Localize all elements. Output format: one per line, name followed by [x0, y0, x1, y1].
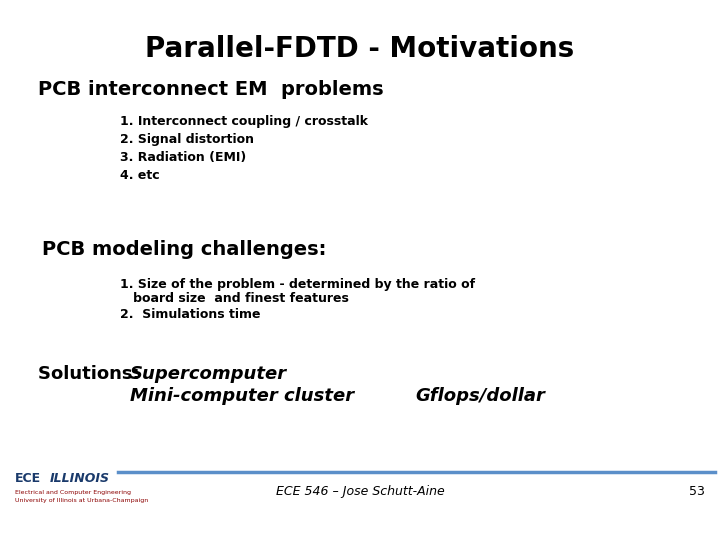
Text: Solutions:: Solutions: [38, 365, 146, 383]
Text: 3. Radiation (EMI): 3. Radiation (EMI) [120, 151, 246, 164]
Text: 53: 53 [689, 485, 705, 498]
Text: 2.  Simulations time: 2. Simulations time [120, 308, 261, 321]
Text: 1. Interconnect coupling / crosstalk: 1. Interconnect coupling / crosstalk [120, 115, 368, 128]
Text: Gflops/dollar: Gflops/dollar [415, 387, 545, 405]
Text: PCB modeling challenges:: PCB modeling challenges: [42, 240, 326, 259]
Text: 2. Signal distortion: 2. Signal distortion [120, 133, 254, 146]
Text: ECE: ECE [15, 472, 41, 485]
Text: Mini-computer cluster: Mini-computer cluster [130, 387, 354, 405]
Text: 1. Size of the problem - determined by the ratio of: 1. Size of the problem - determined by t… [120, 278, 475, 291]
Text: University of Illinois at Urbana-Champaign: University of Illinois at Urbana-Champai… [15, 498, 148, 503]
Text: ECE 546 – Jose Schutt-Aine: ECE 546 – Jose Schutt-Aine [276, 485, 444, 498]
Text: Electrical and Computer Engineering: Electrical and Computer Engineering [15, 490, 131, 495]
Text: 4. etc: 4. etc [120, 169, 160, 182]
Text: ILLINOIS: ILLINOIS [50, 472, 110, 485]
Text: board size  and finest features: board size and finest features [120, 292, 349, 305]
Text: PCB interconnect EM  problems: PCB interconnect EM problems [38, 80, 384, 99]
Text: Supercomputer: Supercomputer [130, 365, 287, 383]
Text: Parallel-FDTD - Motivations: Parallel-FDTD - Motivations [145, 35, 575, 63]
